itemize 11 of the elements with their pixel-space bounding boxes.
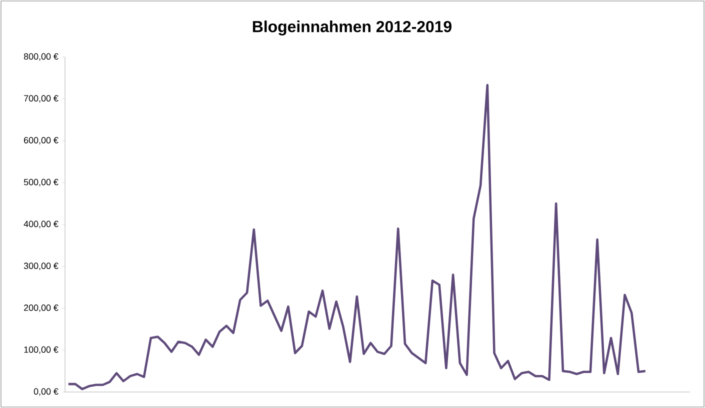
- y-tick-label: 300,00 €: [24, 262, 58, 270]
- y-tick-label: 400,00 €: [24, 220, 58, 228]
- y-tick-label: 100,00 €: [24, 346, 58, 354]
- y-tick-label: 200,00 €: [24, 304, 58, 312]
- y-tick-label: 500,00 €: [24, 178, 58, 186]
- line-series: [67, 84, 647, 390]
- y-tick-label: 600,00 €: [24, 137, 58, 144]
- chart-title: Blogeinnahmen 2012-2019: [252, 20, 452, 36]
- y-tick-label: 0,00 €: [34, 388, 58, 396]
- y-tick-label: 700,00 €: [24, 95, 58, 103]
- y-tick-label: 800,00 €: [24, 53, 58, 61]
